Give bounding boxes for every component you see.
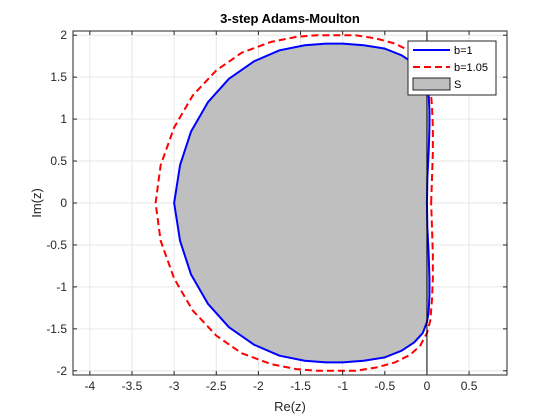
y-tick-label: 1: [60, 112, 67, 126]
x-tick-label: 0: [424, 379, 431, 393]
x-tick-label: -3.5: [122, 379, 143, 393]
x-tick-label: -4: [85, 379, 96, 393]
series-S-region: [174, 43, 430, 363]
legend-label: S: [454, 79, 461, 91]
x-tick-label: -3: [169, 379, 180, 393]
legend-label: b=1: [454, 45, 473, 57]
chart-title: 3-step Adams-Moulton: [220, 11, 360, 26]
y-tick-label: 2: [60, 28, 67, 42]
y-tick-label: -0.5: [46, 238, 67, 252]
y-tick-label: -1.5: [46, 322, 67, 336]
legend-swatch-S: [412, 77, 451, 91]
y-tick-label: 0.5: [50, 154, 67, 168]
y-axis-label: Im(z): [29, 188, 44, 218]
x-tick-label: -0.5: [374, 379, 395, 393]
y-tick-label: -1: [56, 280, 67, 294]
x-tick-label: -1: [337, 379, 348, 393]
plot-area: -4 -3.5 -3 -2.5 -2 -1.5 -1 -0.5 0 0.5 2 1.5 1 0.5 0 -0.…: [29, 11, 508, 414]
y-tick-label: 1.5: [50, 70, 67, 84]
y-tick-label: -2: [56, 364, 67, 378]
y-tick-label: 0: [60, 196, 67, 210]
x-tick-label: 0.5: [461, 379, 478, 393]
x-tick-label: -2: [253, 379, 264, 393]
x-axis-label: Re(z): [274, 399, 306, 414]
legend: b=1 b=1.05 S: [407, 40, 497, 96]
x-tick-label: -2.5: [206, 379, 227, 393]
x-tick-label: -1.5: [290, 379, 311, 393]
legend-label: b=1.05: [454, 62, 488, 74]
